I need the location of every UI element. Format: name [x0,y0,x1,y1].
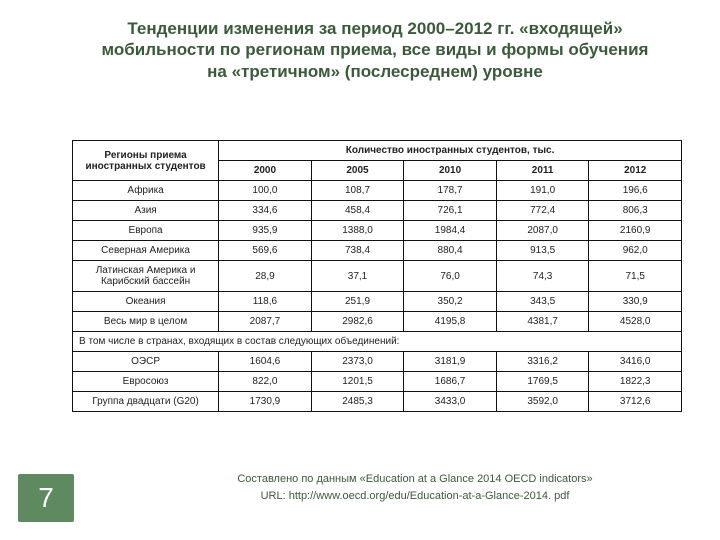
region-cell: Африка [73,181,219,201]
table-row: Северная Америка569,6738,4880,4913,5962,… [73,241,682,261]
region-cell: Океания [73,292,219,312]
title-line-2: мобильности по регионам приема, все виды… [102,40,649,59]
value-cell: 4528,0 [589,312,682,332]
value-cell: 251,9 [311,292,404,312]
value-cell: 3316,2 [496,352,589,372]
value-cell: 3416,0 [589,352,682,372]
value-cell: 1822,3 [589,372,682,392]
value-cell: 822,0 [219,372,312,392]
value-cell: 4381,7 [496,312,589,332]
value-cell: 178,7 [404,181,497,201]
mobility-table: Регионы приема иностранных студентовКоли… [72,140,682,412]
table-row: Евросоюз822,01201,51686,71769,51822,3 [73,372,682,392]
region-cell: Евросоюз [73,372,219,392]
table-row: Африка100,0108,7178,7191,0196,6 [73,181,682,201]
col-header-year-0: 2000 [219,161,312,181]
value-cell: 1201,5 [311,372,404,392]
value-cell: 1388,0 [311,221,404,241]
value-cell: 913,5 [496,241,589,261]
footnote-url: URL: http://www.oecd.org/edu/Education-a… [261,490,570,502]
col-header-year-1: 2005 [311,161,404,181]
region-cell: Европа [73,221,219,241]
value-cell: 343,5 [496,292,589,312]
value-cell: 458,4 [311,201,404,221]
value-cell: 74,3 [496,261,589,292]
region-cell: Весь мир в целом [73,312,219,332]
table-row: Весь мир в целом2087,72982,64195,84381,7… [73,312,682,332]
value-cell: 1730,9 [219,392,312,412]
value-cell: 71,5 [589,261,682,292]
value-cell: 334,6 [219,201,312,221]
col-header-count: Количество иностранных студентов, тыс. [219,141,682,161]
value-cell: 2485,3 [311,392,404,412]
value-cell: 196,6 [589,181,682,201]
value-cell: 2087,7 [219,312,312,332]
value-cell: 880,4 [404,241,497,261]
table-row: Океания118,6251,9350,2343,5330,9 [73,292,682,312]
col-header-year-4: 2012 [589,161,682,181]
value-cell: 1984,4 [404,221,497,241]
value-cell: 806,3 [589,201,682,221]
value-cell: 2982,6 [311,312,404,332]
value-cell: 350,2 [404,292,497,312]
value-cell: 3592,0 [496,392,589,412]
value-cell: 3181,9 [404,352,497,372]
page-number-box: 7 [18,474,74,522]
region-cell: Латинская Америка и Карибский бассейн [73,261,219,292]
value-cell: 37,1 [311,261,404,292]
region-cell: ОЭСР [73,352,219,372]
value-cell: 1604,6 [219,352,312,372]
value-cell: 2160,9 [589,221,682,241]
table-row: Азия334,6458,4726,1772,4806,3 [73,201,682,221]
value-cell: 569,6 [219,241,312,261]
table-row: Группа двадцати (G20)1730,92485,33433,03… [73,392,682,412]
col-header-region: Регионы приема иностранных студентов [73,141,219,181]
value-cell: 2087,0 [496,221,589,241]
col-header-year-3: 2011 [496,161,589,181]
value-cell: 330,9 [589,292,682,312]
value-cell: 4195,8 [404,312,497,332]
page-number: 7 [38,482,54,514]
value-cell: 118,6 [219,292,312,312]
title-line-1: Тенденции изменения за период 2000–2012 … [127,19,622,38]
source-footnote: Составлено по данным «Education at a Gla… [150,471,680,506]
value-cell: 191,0 [496,181,589,201]
value-cell: 3433,0 [404,392,497,412]
region-cell: Азия [73,201,219,221]
value-cell: 28,9 [219,261,312,292]
value-cell: 962,0 [589,241,682,261]
mobility-table-container: Регионы приема иностранных студентовКоли… [72,140,682,412]
value-cell: 726,1 [404,201,497,221]
table-row: Латинская Америка и Карибский бассейн28,… [73,261,682,292]
value-cell: 3712,6 [589,392,682,412]
footnote-line-1: Составлено по данным «Education at a Gla… [237,473,592,485]
value-cell: 738,4 [311,241,404,261]
section-subheader: В том числе в странах, входящих в состав… [73,332,682,352]
region-cell: Группа двадцати (G20) [73,392,219,412]
value-cell: 108,7 [311,181,404,201]
section-subheader-row: В том числе в странах, входящих в состав… [73,332,682,352]
value-cell: 772,4 [496,201,589,221]
value-cell: 935,9 [219,221,312,241]
table-row: Европа935,91388,01984,42087,02160,9 [73,221,682,241]
title-line-3: на «третичном» (послесреднем) уровне [207,62,543,81]
table-row: ОЭСР1604,62373,03181,93316,23416,0 [73,352,682,372]
region-cell: Северная Америка [73,241,219,261]
col-header-year-2: 2010 [404,161,497,181]
value-cell: 1686,7 [404,372,497,392]
value-cell: 76,0 [404,261,497,292]
value-cell: 100,0 [219,181,312,201]
slide-title: Тенденции изменения за период 2000–2012 … [70,18,680,82]
value-cell: 1769,5 [496,372,589,392]
value-cell: 2373,0 [311,352,404,372]
